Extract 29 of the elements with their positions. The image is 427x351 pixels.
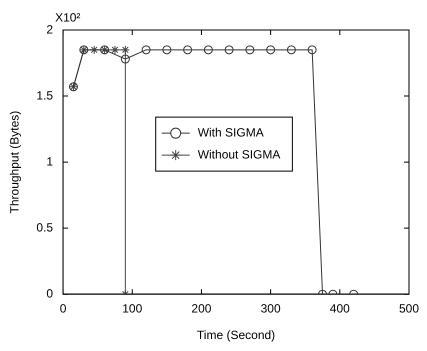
legend-label: Without SIGMA (198, 148, 280, 162)
point (224, 45, 234, 54)
x-tick-label: 300 (260, 302, 281, 316)
point (183, 45, 192, 54)
point (120, 45, 130, 54)
x-tick-label: 500 (398, 302, 420, 316)
y-tick-label: 0.5 (36, 220, 54, 234)
point (286, 45, 296, 54)
point (266, 45, 276, 54)
point (142, 45, 151, 54)
text: X10² (55, 10, 80, 24)
point (308, 45, 317, 54)
point (204, 45, 213, 54)
x-tick-label: 100 (122, 302, 143, 316)
legend-label: With SIGMA (198, 126, 264, 140)
y-axis-title: Throughput (Bytes) (8, 110, 22, 214)
x-tick-label: 0 (60, 302, 67, 316)
y-tick-label: 2 (46, 22, 54, 36)
y-tick-label: 1 (46, 154, 54, 168)
point (162, 45, 172, 54)
x-tick-label: 200 (191, 302, 212, 316)
point (245, 45, 254, 54)
x-tick-label: 400 (330, 302, 350, 316)
point (110, 45, 120, 54)
y-tick-label: 0 (46, 286, 54, 301)
point (120, 54, 130, 64)
y-tick-label: 1.5 (36, 88, 54, 102)
point (90, 45, 99, 54)
x-axis-title: Time (Second) (196, 328, 276, 342)
